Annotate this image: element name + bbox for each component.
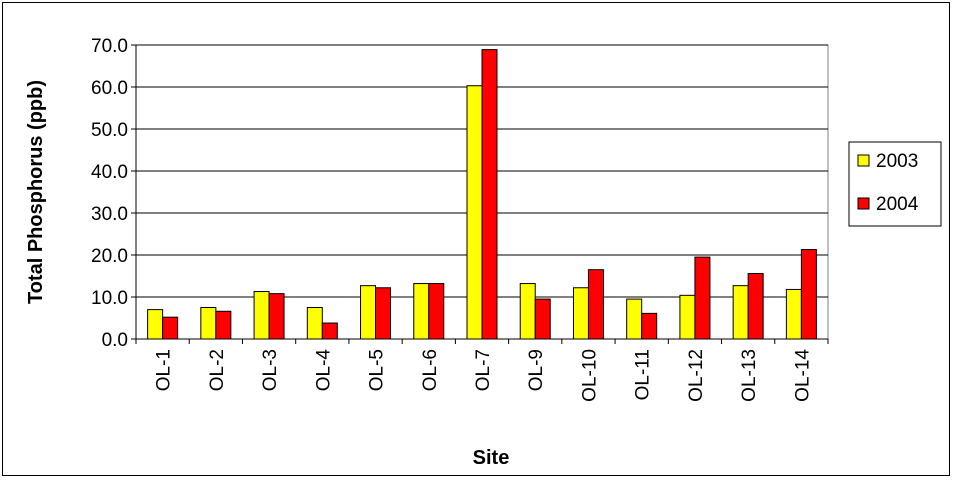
bar-2003-OL-2 (200, 307, 217, 340)
y-tick-label: 50.0 (91, 120, 128, 141)
legend-swatch-2003 (857, 154, 870, 167)
bar-2004-OL-10 (587, 269, 604, 340)
y-tick-label: 0.0 (102, 330, 128, 351)
bar-2004-OL-4 (321, 322, 338, 340)
bar-2003-OL-9 (519, 283, 536, 340)
x-tick-label: OL-5 (367, 349, 388, 391)
bar-2003-OL-7 (466, 85, 483, 340)
bars (147, 49, 817, 340)
bar-2003-OL-11 (626, 298, 643, 340)
bar-2004-OL-1 (162, 316, 179, 340)
y-tick-label: 10.0 (91, 288, 128, 309)
y-tick-label: 60.0 (91, 78, 128, 99)
x-tick-label: OL-14 (792, 349, 813, 402)
bar-2003-OL-10 (572, 287, 589, 340)
x-tick-label: OL-2 (207, 349, 228, 391)
bar-2003-OL-13 (732, 285, 749, 340)
x-tick-label: OL-13 (739, 349, 760, 402)
legend-swatch-2004 (857, 197, 870, 210)
bar-2004-OL-9 (534, 298, 551, 340)
legend-label-2003: 2003 (876, 151, 918, 172)
x-tick-label: OL-10 (579, 349, 600, 402)
y-tick-label: 30.0 (91, 204, 128, 225)
bar-2003-OL-1 (147, 309, 164, 340)
bar-2004-OL-13 (747, 272, 764, 340)
x-tick-label: OL-1 (154, 349, 175, 391)
axes (135, 45, 828, 340)
bar-2003-OL-4 (306, 307, 323, 340)
x-tick-labels: OL-1 OL-2 OL-3 OL-4 OL-5 OL-6 OL-7 OL-9 OL-10 OL-… (135, 339, 829, 402)
x-tick-label: OL-6 (420, 349, 441, 391)
x-tick-label: OL-7 (473, 349, 494, 391)
bar-2004-OL-7 (481, 49, 498, 340)
y-axis-title: Total Phosphorus (ppb) (25, 80, 47, 304)
bar-2003-OL-14 (785, 288, 802, 340)
bar-2003-OL-12 (679, 294, 696, 340)
y-tick-labels: 0.0 10.0 20.0 30.0 40.0 50.0 60.0 70.0 (91, 36, 136, 351)
y-tick-label: 40.0 (91, 162, 128, 183)
bar-2003-OL-3 (253, 291, 270, 340)
y-tick-label: 20.0 (91, 246, 128, 267)
bar-2003-OL-5 (360, 285, 377, 340)
bar-2004-OL-11 (641, 312, 658, 340)
bar-2004-OL-14 (800, 249, 817, 340)
bar-2004-OL-3 (268, 293, 285, 340)
bar-2004-OL-5 (375, 287, 392, 340)
y-tick-label: 70.0 (91, 36, 128, 57)
x-tick-label: OL-4 (313, 349, 334, 392)
x-tick-label: OL-9 (526, 349, 547, 391)
legend-label-2004: 2004 (876, 194, 919, 215)
bar-2003-OL-6 (413, 283, 430, 340)
bar-2004-OL-12 (694, 256, 711, 340)
bar-2004-OL-2 (215, 310, 232, 340)
x-tick-label: OL-11 (633, 349, 654, 400)
legend: 2003 2004 (848, 141, 942, 227)
bar-2004-OL-6 (428, 283, 445, 340)
x-axis-title: Site (473, 447, 510, 469)
x-tick-label: OL-12 (686, 349, 707, 402)
x-tick-label: OL-3 (260, 349, 281, 391)
